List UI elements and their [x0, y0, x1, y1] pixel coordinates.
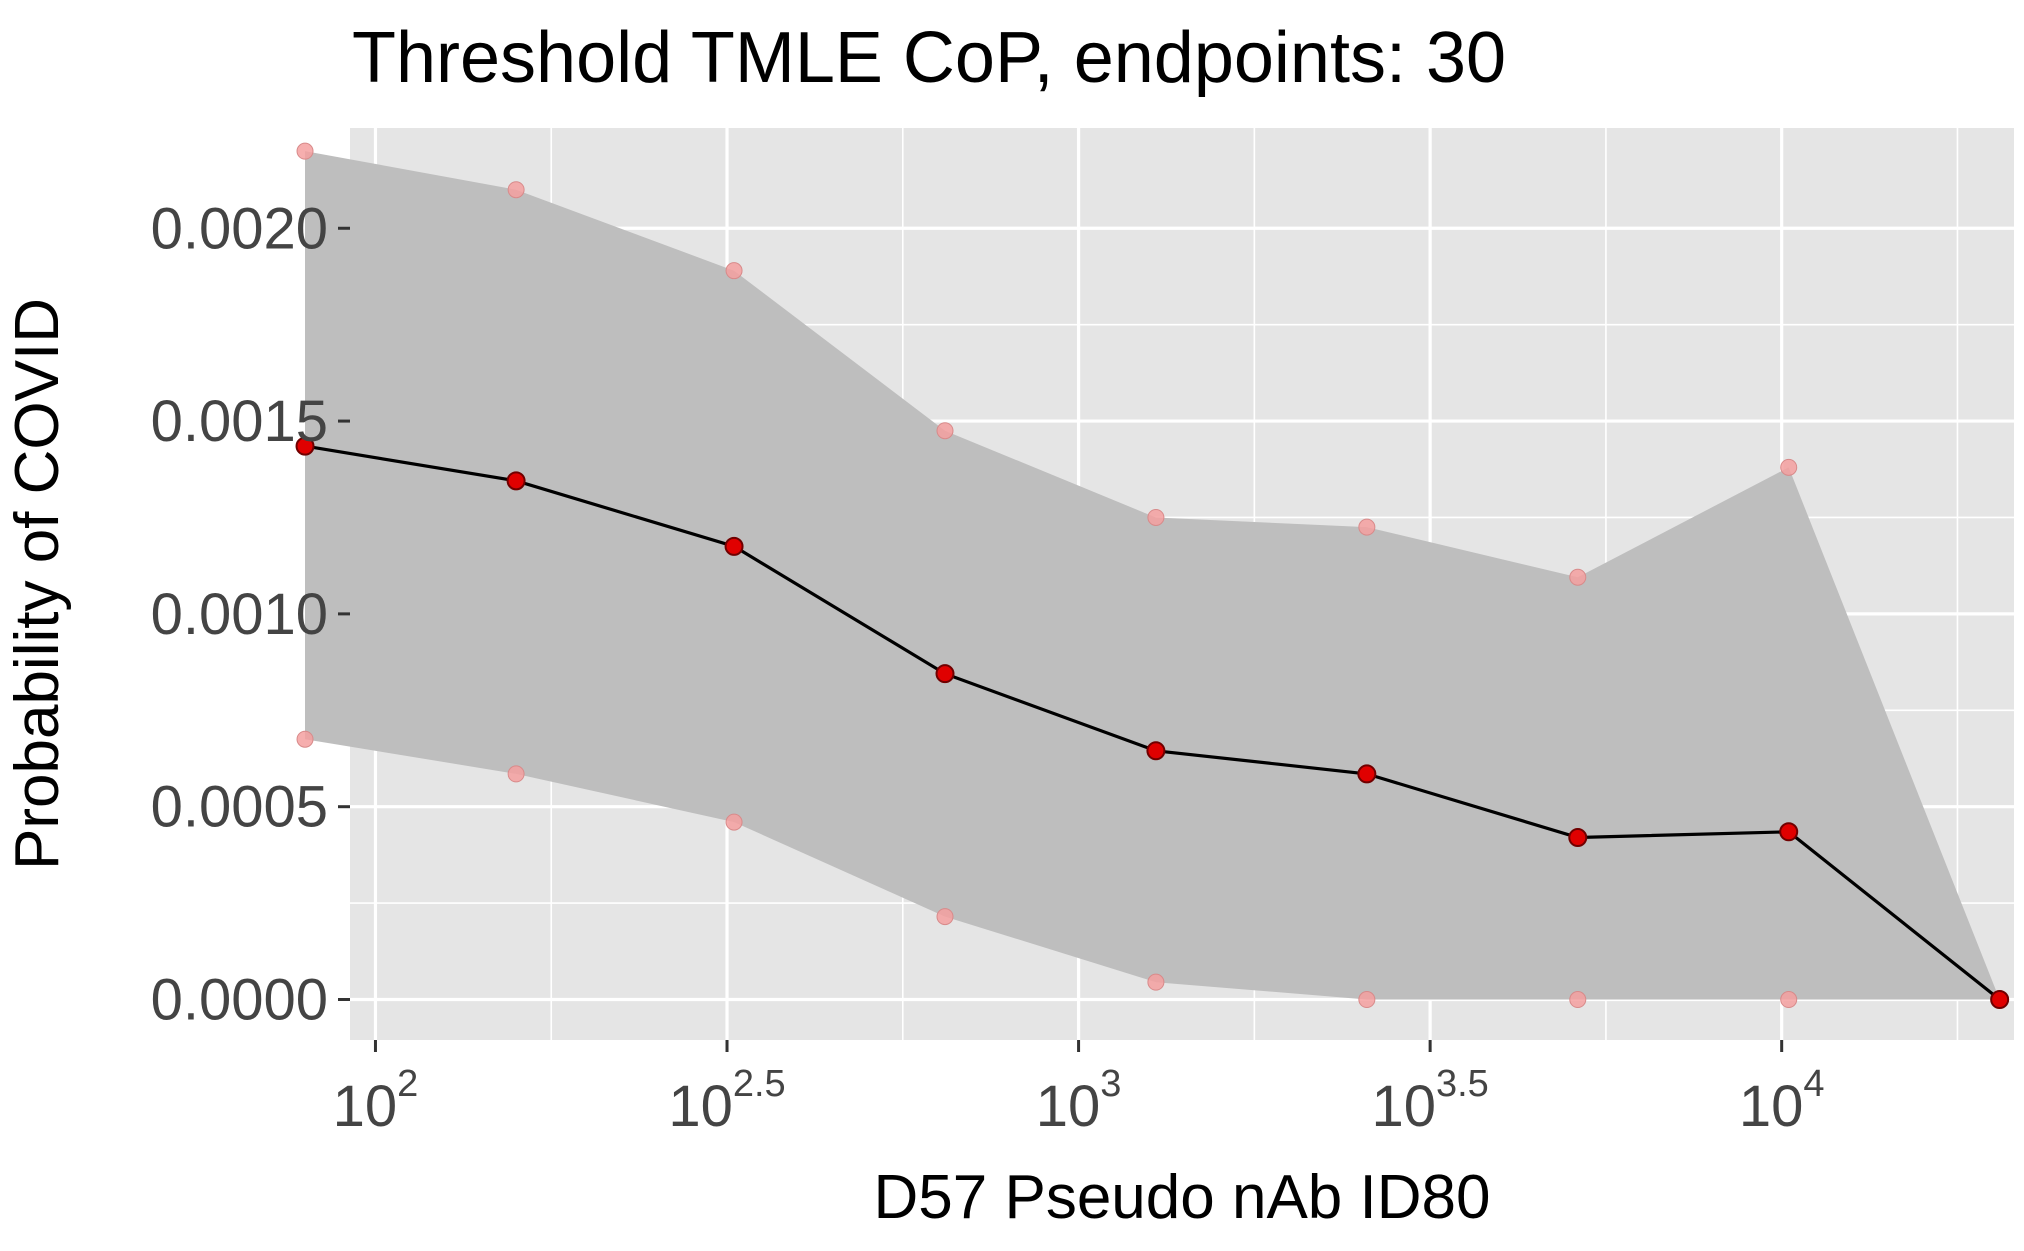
y-tick-label: 0.0020: [151, 196, 328, 261]
x-axis-title: D57 Pseudo nAb ID80: [874, 1163, 1491, 1232]
estimate-point: [295, 436, 315, 456]
x-axis-ticks: 102 102.5 103 103.5 104: [333, 1040, 1825, 1139]
upper-ci-point: [936, 422, 954, 440]
lower-ci-point: [936, 908, 954, 926]
confidence-band: [305, 151, 2000, 1000]
y-tick-label: 0.0010: [151, 582, 328, 647]
x-tick-label: 103: [1036, 1063, 1122, 1139]
y-axis-title: Probability of COVID: [3, 298, 72, 870]
lower-ci-point: [1780, 991, 1798, 1009]
upper-ci-point: [507, 181, 525, 199]
estimate-point: [1357, 764, 1377, 784]
x-tick-label: 102.5: [668, 1063, 785, 1139]
y-tick-label: 0.0000: [151, 968, 328, 1033]
upper-ci-point: [1147, 508, 1165, 526]
y-tick-label: 0.0005: [151, 775, 328, 840]
estimate-point: [1568, 828, 1588, 848]
x-tick-label: 102: [333, 1063, 419, 1139]
estimate-point: [935, 664, 955, 684]
upper-ci-point: [1569, 568, 1587, 586]
lower-ci-point: [507, 765, 525, 783]
estimate-point: [724, 536, 744, 556]
x-tick-label: 103.5: [1371, 1063, 1488, 1139]
estimate-point: [1779, 822, 1799, 842]
estimate-point: [1990, 990, 2010, 1010]
y-axis-ticks: 0.0000 0.0005 0.0010 0.0015 0.0020: [151, 196, 350, 1033]
upper-ci-point: [1358, 518, 1376, 536]
lower-ci-point: [1147, 973, 1165, 991]
upper-ci-point: [725, 262, 743, 280]
lower-ci-point: [1569, 991, 1587, 1009]
estimate-point: [506, 471, 526, 491]
y-tick-label: 0.0015: [151, 389, 328, 454]
upper-ci-point: [1780, 458, 1798, 476]
x-tick-label: 104: [1739, 1063, 1825, 1139]
lower-ci-point: [1358, 991, 1376, 1009]
estimate-point: [1146, 741, 1166, 761]
chart-title: Threshold TMLE CoP, endpoints: 30: [352, 18, 1506, 98]
upper-ci-point: [296, 142, 314, 160]
lower-ci-point: [296, 730, 314, 748]
lower-ci-point: [725, 813, 743, 831]
estimate-points: [295, 436, 2010, 1010]
